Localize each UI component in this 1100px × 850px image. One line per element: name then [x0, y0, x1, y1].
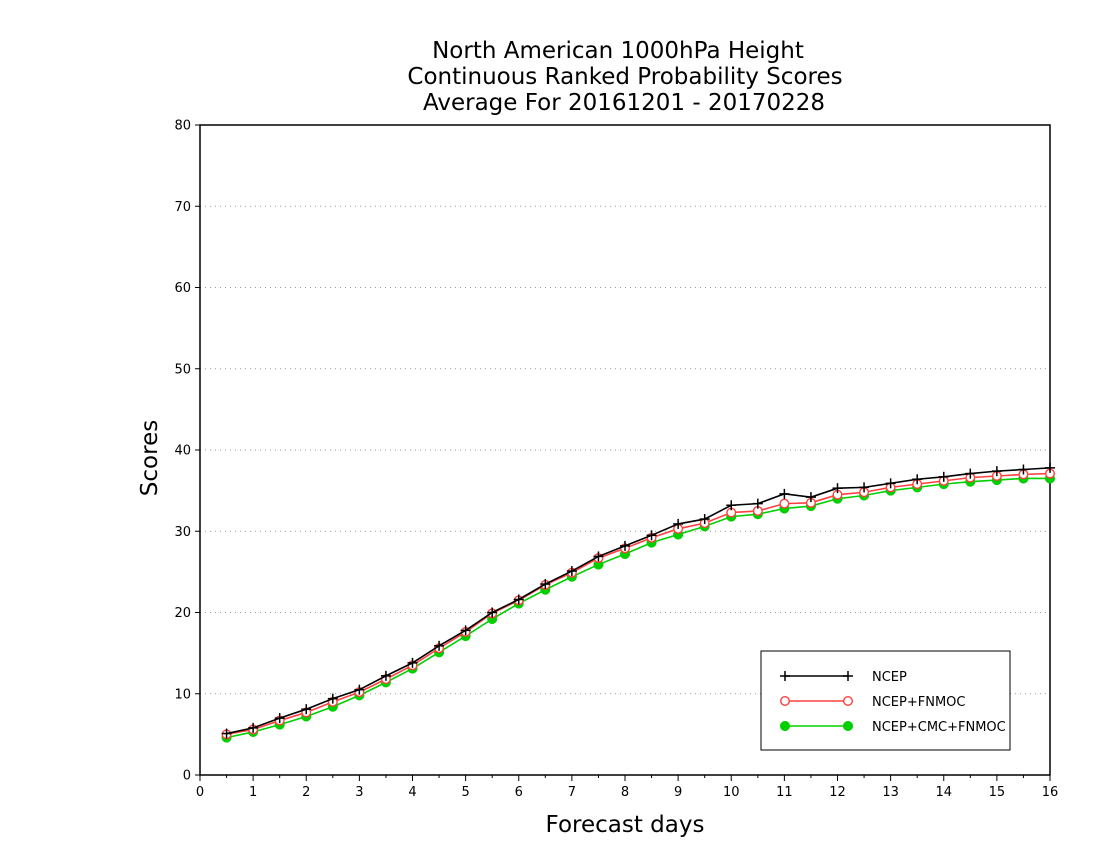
data-point-ncep: [832, 483, 843, 494]
legend-label-ncep-fnmoc: NCEP+FNMOC: [872, 695, 965, 710]
x-tick-label-13: 13: [882, 785, 899, 800]
data-point-ncep: [513, 594, 524, 605]
legend-marker-ncep-cmc-fnmoc: [779, 720, 791, 732]
legend-label-ncep-cmc-fnmoc: NCEP+CMC+FNMOC: [872, 720, 1006, 735]
data-point-ncep: [434, 640, 445, 651]
x-tick-label-10: 10: [723, 785, 740, 800]
grid-lines: [200, 205, 1050, 695]
data-point-ncep: [566, 566, 577, 577]
x-tick-label-7: 7: [568, 785, 576, 800]
series-ncep: [221, 462, 1055, 739]
data-point-ncep: [327, 693, 338, 704]
x-tick-label-4: 4: [408, 785, 416, 800]
y-tick-label-80: 80: [174, 119, 191, 134]
chart-title-line-3: Average For 20161201 - 20170228: [423, 90, 825, 116]
data-point-ncep: [779, 488, 790, 499]
x-tick-label-12: 12: [829, 785, 846, 800]
data-point-ncep-fnmoc: [779, 498, 790, 509]
data-point-ncep: [991, 466, 1002, 477]
x-tick-label-9: 9: [674, 785, 682, 800]
y-tick-label-40: 40: [174, 444, 191, 459]
data-point-ncep: [620, 540, 630, 551]
legend: NCEP NCEP+FNMOC NCEP+CMC+FNMOC: [760, 650, 1011, 751]
data-point-ncep: [380, 670, 391, 681]
legend-item-ncep-cmc-fnmoc: NCEP+CMC+FNMOC: [779, 720, 1006, 735]
data-point-ncep: [460, 625, 471, 636]
data-point-ncep: [301, 704, 312, 715]
y-axis-label: Scores: [137, 420, 163, 496]
x-tick-label-1: 1: [249, 785, 257, 800]
legend-item-ncep: NCEP: [780, 670, 907, 685]
y-tick-label-50: 50: [174, 362, 191, 377]
y-tick-label-60: 60: [174, 281, 191, 296]
data-point-ncep: [726, 500, 737, 511]
chart-title-line-2: Continuous Ranked Probability Scores: [407, 64, 842, 90]
legend-marker-ncep: [780, 671, 790, 681]
x-tick-label-6: 6: [515, 785, 523, 800]
y-tick-label-30: 30: [174, 525, 191, 540]
x-tick-label-2: 2: [302, 785, 310, 800]
x-tick-label-3: 3: [355, 785, 363, 800]
chart-title-line-1: North American 1000hPa Height: [432, 38, 804, 64]
data-point-ncep: [487, 607, 498, 618]
data-point-ncep: [407, 657, 418, 668]
data-point-ncep: [354, 684, 365, 695]
legend-marker-ncep-cmc-fnmoc: [842, 720, 854, 732]
data-point-ncep: [248, 722, 259, 733]
legend-item-ncep-fnmoc: NCEP+FNMOC: [780, 695, 965, 710]
x-tick-label-15: 15: [989, 785, 1006, 800]
data-point-ncep: [938, 471, 949, 482]
series-lines: [221, 462, 1056, 743]
chart-text: North American 1000hPa Height Continuous…: [137, 38, 843, 838]
data-point-ncep: [912, 474, 923, 485]
data-point-ncep: [593, 551, 604, 562]
data-point-ncep: [646, 530, 657, 541]
data-point-ncep: [965, 468, 976, 479]
data-point-ncep: [1045, 462, 1055, 473]
data-point-ncep: [1018, 464, 1029, 475]
x-tick-label-11: 11: [776, 785, 793, 800]
legend-marker-ncep: [843, 671, 853, 681]
legend-label-ncep: NCEP: [872, 670, 907, 685]
data-point-ncep: [540, 579, 551, 590]
y-tick-label-0: 0: [183, 769, 191, 784]
data-point-ncep: [699, 514, 710, 525]
x-tick-label-16: 16: [1042, 785, 1059, 800]
legend-marker-ncep-fnmoc: [780, 696, 791, 707]
data-point-ncep: [805, 492, 816, 503]
x-tick-label-5: 5: [461, 785, 469, 800]
data-point-ncep: [221, 728, 232, 739]
x-tick-label-0: 0: [196, 785, 204, 800]
data-point-ncep: [859, 482, 870, 493]
x-axis-label: Forecast days: [546, 812, 705, 838]
legend-marker-ncep-fnmoc: [843, 696, 854, 707]
data-point-ncep: [885, 478, 896, 489]
y-tick-label-10: 10: [174, 687, 191, 702]
y-tick-label-70: 70: [174, 200, 191, 215]
y-tick-label-20: 20: [174, 606, 191, 621]
x-tick-label-14: 14: [935, 785, 952, 800]
x-tick-label-8: 8: [621, 785, 629, 800]
data-point-ncep: [673, 518, 684, 529]
data-point-ncep: [274, 713, 285, 724]
data-point-ncep: [752, 498, 763, 509]
